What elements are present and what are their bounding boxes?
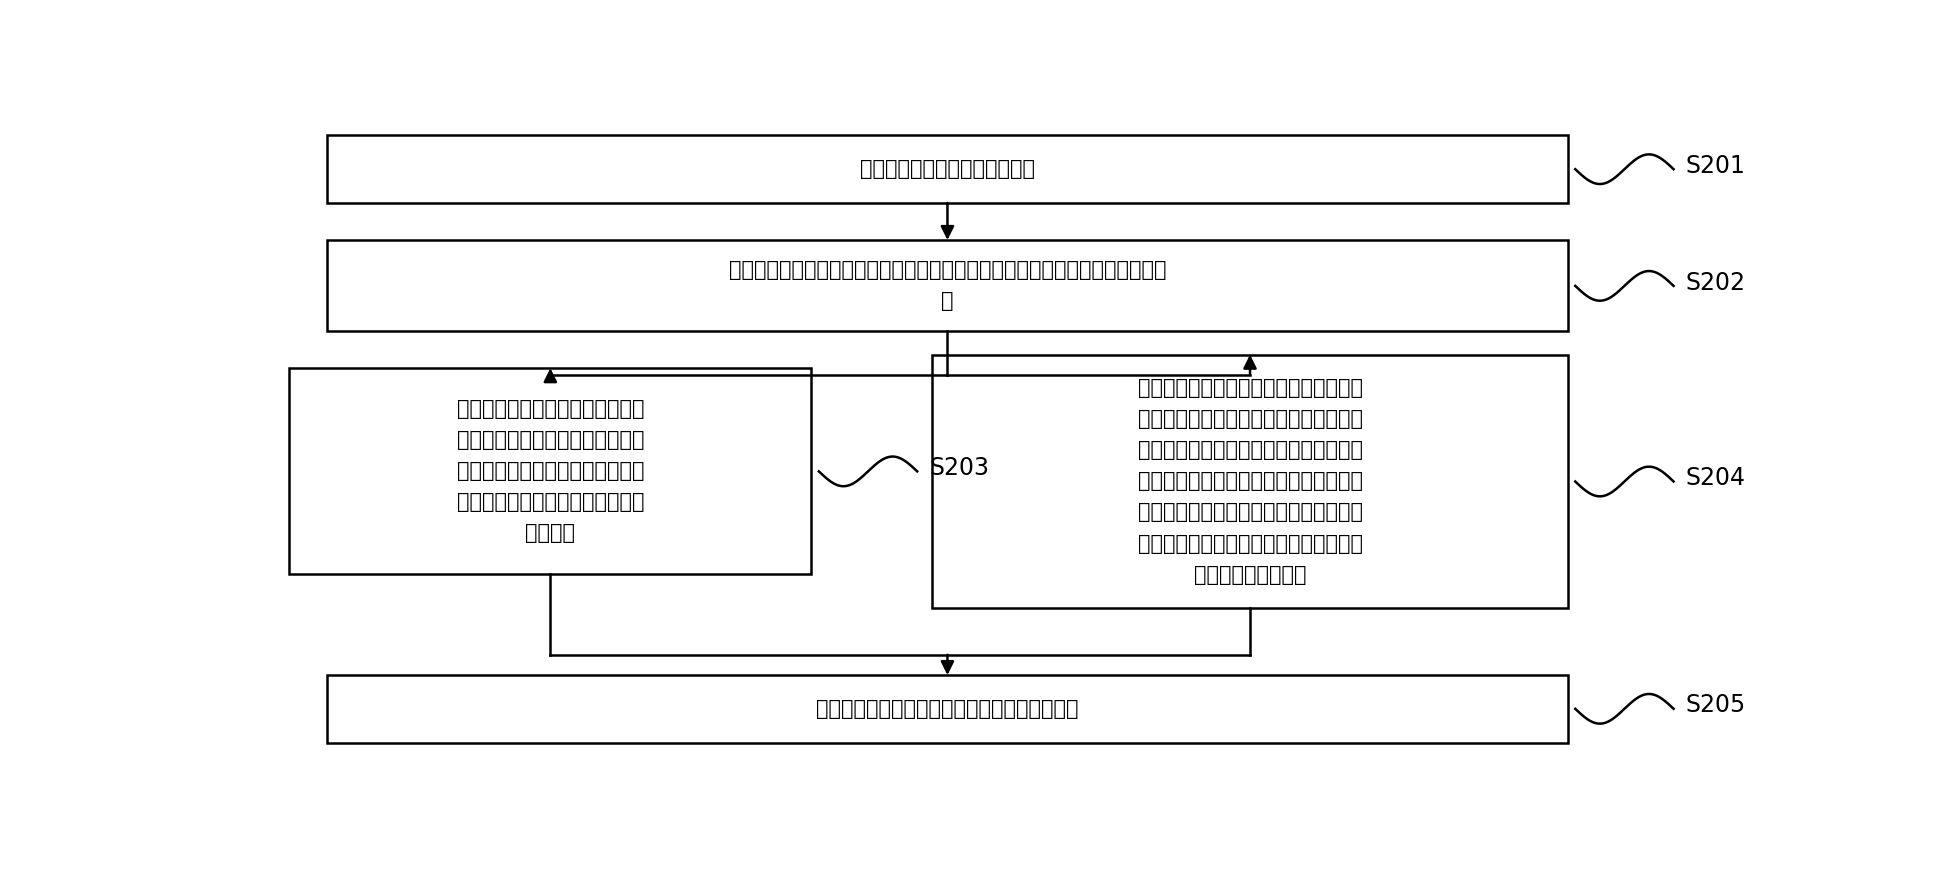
Text: 若未接收到目标终端发送的第二商户数据
，或接收到目标终端发送的智能规划数据
，则从至少一个推荐数据中确定至少一个
第三商户数据，根据第一商户数据和至少
一个第三: 若未接收到目标终端发送的第二商户数据 ，或接收到目标终端发送的智能规划数据 ，则… [1138, 378, 1362, 585]
FancyBboxPatch shape [289, 368, 812, 574]
Text: S205: S205 [1687, 694, 1745, 717]
FancyBboxPatch shape [328, 675, 1567, 743]
Text: 根据第一商户数据生成至少一个推荐数据，并将至少一个推荐数据发送至目标终
端: 根据第一商户数据生成至少一个推荐数据，并将至少一个推荐数据发送至目标终 端 [728, 260, 1165, 311]
Text: S203: S203 [929, 456, 990, 480]
Text: S202: S202 [1687, 271, 1745, 294]
Text: 将第一规划路线或第二规划路线发送至目标终端: 将第一规划路线或第二规划路线发送至目标终端 [816, 699, 1079, 719]
Text: S201: S201 [1687, 154, 1745, 178]
FancyBboxPatch shape [328, 240, 1567, 331]
FancyBboxPatch shape [328, 136, 1567, 203]
Text: 若接收到目标终端发送的第二商户
数据，则根据第一商户数据和第二
商户数据生成至少一个第一预测路
线，确定一个第一预测路线为第一
规划路线: 若接收到目标终端发送的第二商户 数据，则根据第一商户数据和第二 商户数据生成至少… [457, 399, 644, 543]
FancyBboxPatch shape [933, 355, 1567, 608]
Text: S204: S204 [1687, 466, 1745, 491]
Text: 从目标终端上获取第一商户数据: 从目标终端上获取第一商户数据 [861, 159, 1035, 180]
